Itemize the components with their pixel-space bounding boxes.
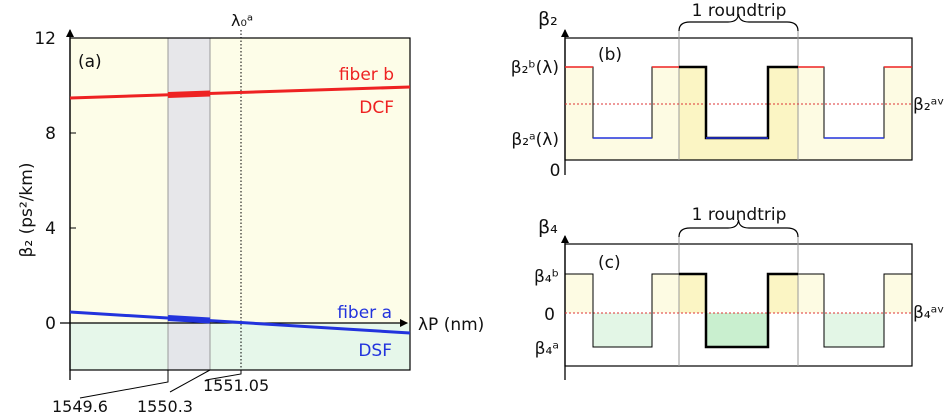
lambda0-label: λ₀ᵃ <box>231 11 253 30</box>
panel-b: 1 roundtrip β₂ (b) β₂ᵇ(λ) β₂ᵃ(λ) 0 β₂ᵃᵛ <box>511 1 945 181</box>
wavelength-marker-1: 1549.6 <box>52 397 108 416</box>
wavelength-marker-2: 1550.3 <box>137 397 193 416</box>
fiber-b-type: DCF <box>359 98 394 118</box>
marker-leader-1 <box>79 370 169 399</box>
y-tick-12: 12 <box>34 29 56 49</box>
panel-b-roundtrip-label: 1 roundtrip <box>692 1 787 21</box>
fiber-a-highlight <box>167 315 211 324</box>
panel-b-brace <box>678 13 799 32</box>
panel-c: 1 roundtrip β₄ (c) β₄ᵇ 0 β₄ᵃ β₄ᵃᵛ <box>534 205 944 380</box>
fiber-a-name: fiber a <box>337 303 392 323</box>
fiber-a-line <box>69 310 411 335</box>
panel-c-zero: 0 <box>544 305 555 325</box>
y-tick-8: 8 <box>45 124 56 144</box>
y-tick-0: 0 <box>45 314 56 334</box>
fiber-b-line <box>69 85 411 100</box>
x-axis-label: λP (nm) <box>418 315 484 335</box>
fiber-b-name: fiber b <box>339 65 394 85</box>
panel-c-average-label: β₄ᵃᵛ <box>913 303 944 323</box>
y-tick-4: 4 <box>45 219 56 239</box>
panel-c-brace <box>678 219 799 238</box>
marker-leader-2 <box>169 369 211 393</box>
panel-b-level-low: β₂ᵃ(λ) <box>511 130 559 150</box>
panel-b-label: (b) <box>598 45 622 65</box>
panel-b-zero: 0 <box>550 161 561 181</box>
marker-leader-3 <box>205 370 242 381</box>
panel-c-level-high: β₄ᵇ <box>534 267 559 287</box>
panel-a-label: (a) <box>78 52 102 72</box>
panel-b-y-title: β₂ <box>538 8 558 30</box>
panel-b-waveform <box>565 66 912 139</box>
panel-b-average-label: β₂ᵃᵛ <box>913 95 944 115</box>
y-axis-label: β₂ (ps²/km) <box>17 163 37 258</box>
fiber-a-type: DSF <box>358 341 392 361</box>
panel-c-y-title: β₄ <box>538 216 558 238</box>
panel-c-level-low: β₄ᵃ <box>535 339 559 359</box>
panel-c-roundtrip-trace <box>679 272 798 349</box>
panel-a: 12 8 4 0 β₂ (ps²/km) (a) λ₀ᵃ λP (nm) fib… <box>17 11 484 416</box>
panel-b-level-high: β₂ᵇ(λ) <box>511 58 559 78</box>
panel-c-label: (c) <box>598 253 621 273</box>
panel-a-yellow-region <box>70 38 410 323</box>
panel-c-roundtrip-label: 1 roundtrip <box>692 205 787 225</box>
fiber-b-highlight <box>167 90 211 98</box>
wavelength-marker-3: 1551.05 <box>203 376 269 395</box>
